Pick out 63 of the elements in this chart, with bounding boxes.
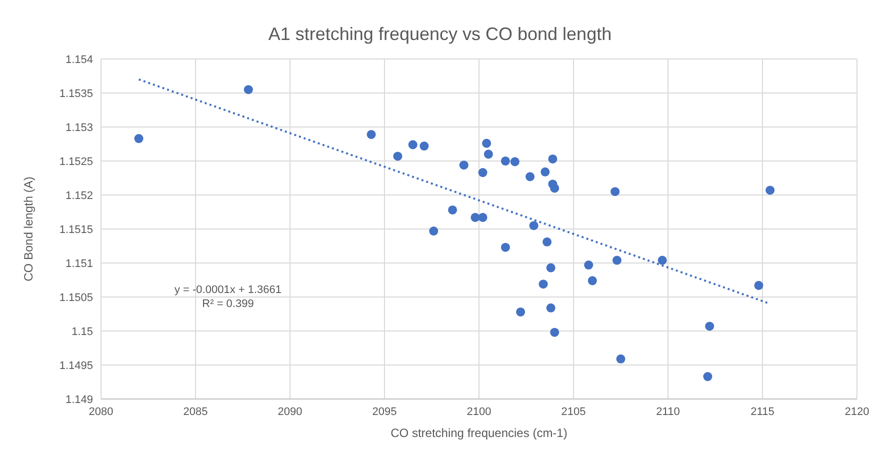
point xyxy=(484,150,493,159)
point xyxy=(134,134,144,144)
x-axis-title: CO stretching frequencies (cm-1) xyxy=(390,426,568,440)
point xyxy=(500,156,510,166)
point xyxy=(478,168,488,178)
y-tick-label: 1.1525 xyxy=(59,156,93,168)
point xyxy=(526,172,535,182)
point xyxy=(754,280,764,290)
point xyxy=(548,154,558,164)
point xyxy=(459,160,468,170)
y-tick-label: 1.153 xyxy=(65,122,93,134)
point xyxy=(612,256,622,265)
point xyxy=(510,157,520,166)
annotation: y = -0.0001x + 1.3661 xyxy=(173,284,283,296)
x-tick-label: 2100 xyxy=(466,406,492,418)
point xyxy=(478,212,488,222)
x-tick-label: 2105 xyxy=(561,406,586,418)
y-tick-label: 1.154 xyxy=(65,54,93,66)
point xyxy=(550,328,560,337)
point xyxy=(420,142,429,151)
point xyxy=(610,187,620,196)
point xyxy=(429,226,438,236)
y-tick-label: 1.1515 xyxy=(59,224,93,236)
point xyxy=(538,280,548,289)
point xyxy=(540,167,550,176)
point xyxy=(244,85,253,94)
point xyxy=(408,140,418,150)
chart-title: A1 stretching frequency vs CO bond length xyxy=(267,24,613,45)
point xyxy=(658,256,667,265)
point xyxy=(616,354,626,364)
point xyxy=(584,260,594,270)
point xyxy=(500,242,510,252)
y-tick-label: 1.149 xyxy=(65,394,93,406)
point xyxy=(546,263,556,272)
y-tick-label: 1.151 xyxy=(65,258,93,270)
point xyxy=(470,212,480,222)
point xyxy=(393,152,402,161)
point xyxy=(546,303,556,312)
annotation: R² = 0.399 xyxy=(201,298,255,310)
point xyxy=(529,221,538,230)
x-tick-label: 2095 xyxy=(372,406,397,418)
y-axis-title: CO Bond length (A) xyxy=(21,176,36,282)
point xyxy=(588,276,597,286)
point xyxy=(516,307,526,316)
point xyxy=(366,130,376,139)
x-tick-label: 2080 xyxy=(88,406,114,418)
point xyxy=(542,237,552,246)
y-tick-label: 1.15 xyxy=(72,326,93,338)
y-tick-label: 1.1505 xyxy=(59,292,93,304)
point xyxy=(703,372,712,382)
x-tick-label: 2115 xyxy=(750,406,774,418)
x-tick-label: 2120 xyxy=(844,406,870,418)
x-tick-label: 2090 xyxy=(278,406,302,418)
x-tick-label: 2085 xyxy=(183,406,208,418)
point xyxy=(448,205,458,214)
x-tick-label: 2110 xyxy=(656,406,680,418)
point xyxy=(482,138,492,148)
point xyxy=(550,184,560,193)
point xyxy=(766,186,775,195)
point xyxy=(705,322,714,331)
y-tick-label: 1.1535 xyxy=(59,88,93,100)
y-tick-label: 1.152 xyxy=(65,190,93,202)
y-tick-label: 1.1495 xyxy=(59,360,93,372)
